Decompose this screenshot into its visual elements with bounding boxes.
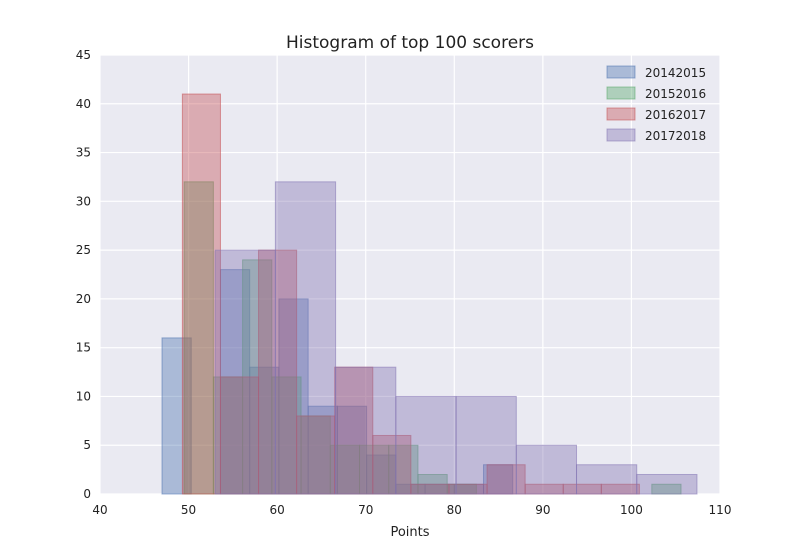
y-tick-label-8: 40 bbox=[76, 97, 91, 111]
x-tick-label-7: 110 bbox=[709, 503, 732, 517]
bar-20162017-8 bbox=[486, 464, 526, 495]
bar-20142015-4 bbox=[278, 298, 309, 495]
bar-20172018-5 bbox=[515, 444, 578, 495]
y-tick-label-3: 15 bbox=[76, 341, 91, 355]
y-tick-label-4: 20 bbox=[76, 292, 91, 306]
series-20172018 bbox=[214, 181, 698, 495]
legend-label-20162017: 20162017 bbox=[645, 108, 706, 122]
bar-20152016-7 bbox=[388, 444, 419, 495]
legend-item-20172018: 20172018 bbox=[606, 128, 706, 143]
legend-swatch-20162017 bbox=[606, 107, 636, 121]
bar-20162017-3 bbox=[296, 415, 336, 495]
x-axis-label: Points bbox=[390, 525, 429, 540]
bar-20162017-2 bbox=[258, 249, 298, 495]
legend: 20142015 20152016 20162017 20172018 bbox=[606, 65, 706, 143]
bar-20152016-6 bbox=[359, 444, 390, 495]
legend-label-20142015: 20142015 bbox=[645, 66, 706, 80]
bar-20142015-0 bbox=[161, 337, 192, 495]
plot-background bbox=[100, 55, 720, 494]
bar-20152016-1 bbox=[212, 376, 244, 495]
y-tick-label-6: 30 bbox=[76, 194, 91, 208]
bar-20172018-0 bbox=[214, 249, 276, 495]
y-tick-label-7: 35 bbox=[76, 146, 91, 160]
x-tick-labels: 40 50 60 70 80 90 100 110 bbox=[92, 503, 731, 517]
y-tick-label-1: 5 bbox=[83, 438, 91, 452]
x-tick-label-0: 40 bbox=[92, 503, 107, 517]
x-tick-label-2: 60 bbox=[270, 503, 285, 517]
y-tick-labels: 0 5 10 15 20 25 30 35 40 45 bbox=[76, 48, 91, 501]
legend-label-20172018: 20172018 bbox=[645, 129, 706, 143]
x-tick-label-3: 70 bbox=[358, 503, 373, 517]
x-tick-label-4: 80 bbox=[447, 503, 462, 517]
legend-swatch-20172018 bbox=[606, 128, 636, 142]
y-tick-label-0: 0 bbox=[83, 487, 91, 501]
bar-20142015-5 bbox=[307, 405, 338, 495]
legend-item-20142015: 20142015 bbox=[606, 65, 706, 80]
bar-20172018-6 bbox=[576, 464, 638, 495]
bar-20142015-3 bbox=[249, 366, 280, 495]
x-tick-label-1: 50 bbox=[181, 503, 196, 517]
series-20152016 bbox=[183, 181, 682, 495]
histogram-bars bbox=[161, 93, 698, 495]
bar-20172018-3 bbox=[395, 395, 457, 495]
legend-label-20152016: 20152016 bbox=[645, 87, 706, 101]
legend-swatch-20152016 bbox=[606, 86, 636, 100]
x-tick-label-5: 90 bbox=[535, 503, 550, 517]
bar-20152016-4 bbox=[300, 415, 331, 495]
bar-20162017-0 bbox=[181, 93, 221, 495]
series-20142015 bbox=[161, 269, 514, 495]
legend-item-20152016: 20152016 bbox=[606, 86, 706, 101]
x-tick-label-6: 100 bbox=[620, 503, 643, 517]
legend-swatch-20142015 bbox=[606, 65, 636, 79]
bar-20172018-4 bbox=[455, 395, 517, 495]
bar-20162017-5 bbox=[372, 434, 412, 495]
y-tick-label-5: 25 bbox=[76, 243, 91, 257]
bar-20172018-7 bbox=[636, 473, 698, 495]
legend-item-20162017: 20162017 bbox=[606, 107, 706, 122]
bar-20172018-2 bbox=[335, 366, 397, 495]
bar-20172018-1 bbox=[274, 181, 337, 495]
y-tick-label-9: 45 bbox=[76, 48, 91, 62]
y-tick-label-2: 10 bbox=[76, 389, 91, 403]
chart-title: Histogram of top 100 scorers bbox=[286, 33, 534, 53]
